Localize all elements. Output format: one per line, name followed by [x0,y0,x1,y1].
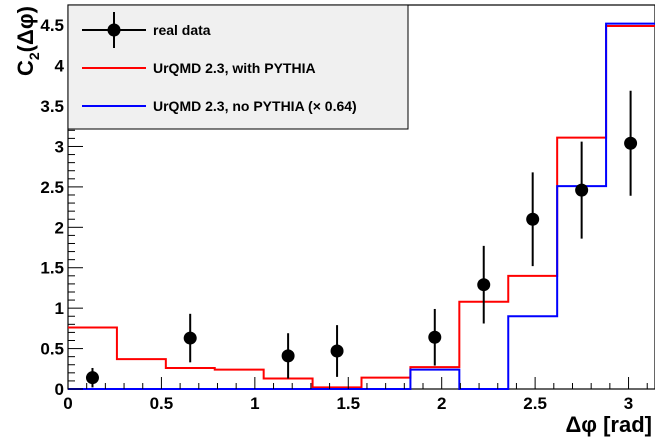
data-point [477,278,491,292]
data-point [281,349,295,363]
x-tick-label: 1.5 [336,394,360,413]
y-tick-label: 1 [55,299,64,318]
x-tick-label: 2.5 [523,394,547,413]
legend-label-real-data: real data [153,22,211,38]
data-point [624,136,638,150]
data-point [428,330,442,344]
y-tick-label: 3.5 [40,97,64,116]
series-blue-histogram [68,22,655,390]
x-axis-title: Δφ [rad] [565,412,652,437]
y-tick-label: 4.5 [40,16,64,35]
y-axis-title-tail: (Δφ) [13,6,38,52]
x-tick-label: 3 [624,394,633,413]
series-real-data [85,90,638,388]
data-point [85,371,99,385]
legend-label-with-pythia: UrQMD 2.3, with PYTHIA [153,60,316,76]
y-tick-label: 0 [55,380,64,399]
legend: real data UrQMD 2.3, with PYTHIA UrQMD 2… [67,4,409,130]
legend-label-no-pythia: UrQMD 2.3, no PYTHIA (× 0.64) [153,98,357,114]
y-axis-title-subscript: 2 [26,52,42,60]
x-tick-label: 0.5 [150,394,174,413]
axis-tick-labels: 0 0.5 1 1.5 2 2.5 3 0 0.5 1 1.5 2 2.5 3 3.5 4 4.5 [40,16,633,413]
data-point [526,212,540,226]
y-tick-label: 1.5 [40,259,64,278]
y-tick-label: 2.5 [40,178,64,197]
y-axis-title-main: C [13,60,38,76]
y-tick-label: 4 [55,57,65,76]
y-tick-label: 0.5 [40,340,64,359]
data-point [575,183,589,197]
legend-marker-real-data-dot [107,23,121,37]
x-tick-label: 0 [63,394,72,413]
data-point [330,344,344,358]
y-axis-title: C2(Δφ) [13,6,42,76]
y-tick-label: 3 [55,137,64,156]
y-tick-label: 2 [55,218,64,237]
x-tick-label: 1 [250,394,259,413]
x-tick-label: 2 [437,394,446,413]
data-point [183,331,197,345]
no-pythia-histogram-line [68,22,655,390]
